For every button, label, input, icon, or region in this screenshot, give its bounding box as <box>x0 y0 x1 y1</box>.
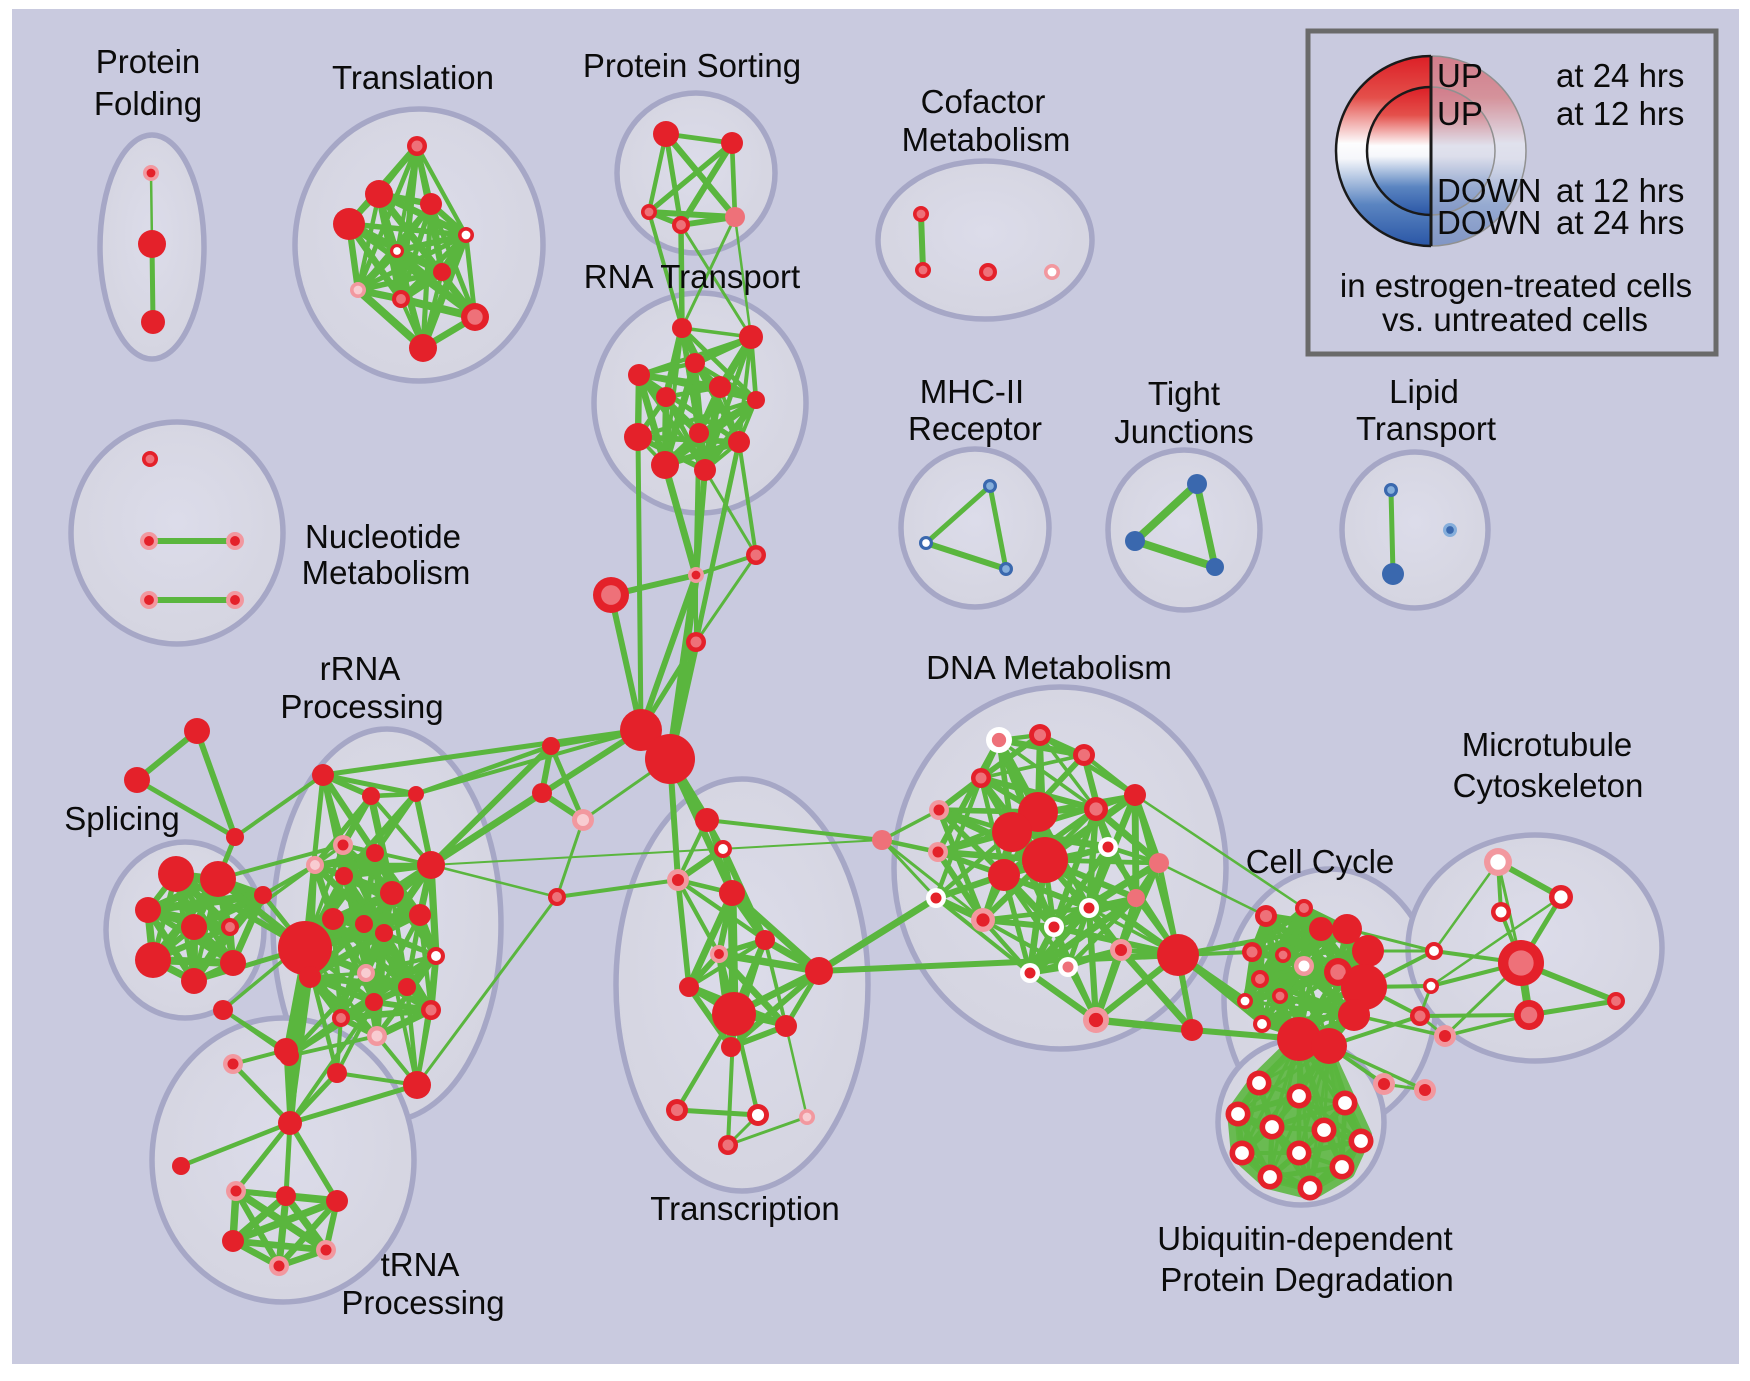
svg-text:DOWN: DOWN <box>1437 172 1541 209</box>
svg-text:UP: UP <box>1437 57 1483 94</box>
svg-text:DOWN: DOWN <box>1437 204 1541 241</box>
svg-text:at 24 hrs: at 24 hrs <box>1556 57 1684 94</box>
svg-text:Tight: Tight <box>1148 375 1220 412</box>
svg-text:tRNA: tRNA <box>381 1246 460 1283</box>
svg-text:at 24 hrs: at 24 hrs <box>1556 204 1684 241</box>
svg-text:Splicing: Splicing <box>64 800 180 837</box>
svg-text:UP: UP <box>1437 95 1483 132</box>
svg-text:Transcription: Transcription <box>650 1190 840 1227</box>
svg-text:RNA Transport: RNA Transport <box>584 258 800 295</box>
svg-text:Metabolism: Metabolism <box>902 121 1071 158</box>
svg-text:Nucleotide: Nucleotide <box>305 518 461 555</box>
svg-text:Metabolism: Metabolism <box>302 554 471 591</box>
svg-text:Cytoskeleton: Cytoskeleton <box>1453 767 1644 804</box>
svg-text:at 12 hrs: at 12 hrs <box>1556 95 1684 132</box>
svg-text:DNA Metabolism: DNA Metabolism <box>926 649 1172 686</box>
svg-text:Protein Degradation: Protein Degradation <box>1160 1261 1454 1298</box>
svg-text:Processing: Processing <box>280 688 443 725</box>
svg-text:Cofactor: Cofactor <box>921 83 1046 120</box>
svg-text:MHC-II: MHC-II <box>920 373 1024 410</box>
svg-text:at 12 hrs: at 12 hrs <box>1556 172 1684 209</box>
svg-text:rRNA: rRNA <box>320 650 401 687</box>
svg-text:Translation: Translation <box>332 59 494 96</box>
svg-text:Protein Sorting: Protein Sorting <box>583 47 801 84</box>
svg-text:Receptor: Receptor <box>908 410 1042 447</box>
svg-text:Microtubule: Microtubule <box>1462 726 1633 763</box>
svg-text:Folding: Folding <box>94 85 202 122</box>
svg-text:Ubiquitin-dependent: Ubiquitin-dependent <box>1157 1220 1452 1257</box>
svg-text:Transport: Transport <box>1356 410 1496 447</box>
svg-text:Processing: Processing <box>341 1284 504 1321</box>
svg-text:Cell Cycle: Cell Cycle <box>1246 843 1395 880</box>
svg-text:in estrogen-treated cells: in estrogen-treated cells <box>1340 267 1692 304</box>
svg-text:Lipid: Lipid <box>1389 373 1459 410</box>
svg-text:Protein: Protein <box>96 43 201 80</box>
svg-text:vs. untreated cells: vs. untreated cells <box>1382 301 1648 338</box>
svg-text:Junctions: Junctions <box>1114 413 1253 450</box>
